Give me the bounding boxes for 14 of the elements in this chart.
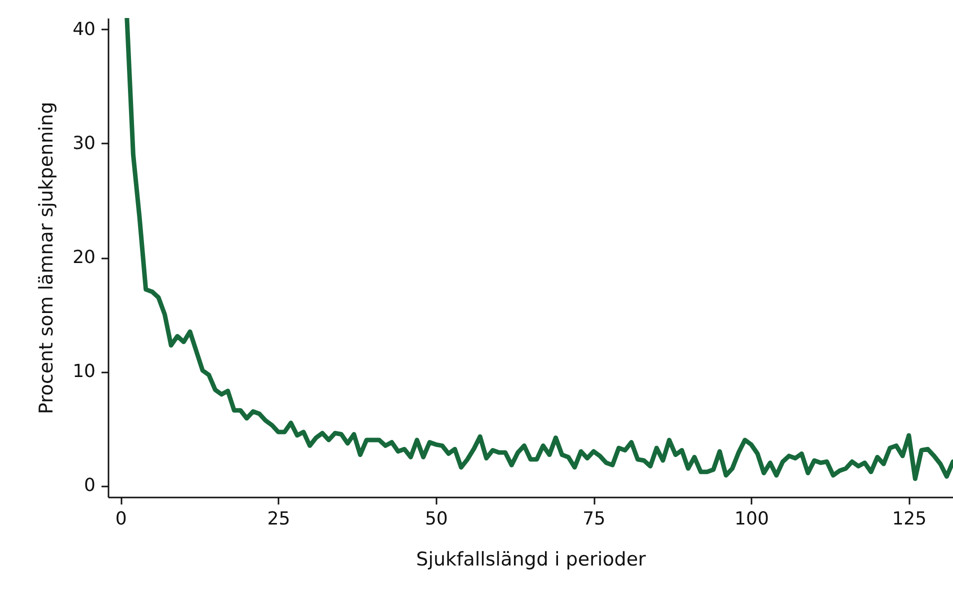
x-tick-label: 50 — [424, 508, 448, 530]
y-axis-title: Procent som lämnar sjukpenning — [36, 102, 58, 414]
x-axis-title: Sjukfallslängd i perioder — [416, 548, 646, 570]
y-tick-label: 10 — [72, 361, 96, 382]
y-tick-label: 20 — [72, 247, 96, 268]
y-tick-label: 30 — [72, 132, 96, 154]
line-series — [124, 18, 953, 481]
y-tick-label: 40 — [72, 18, 96, 40]
x-tick-label: 75 — [582, 508, 606, 530]
x-tick-label: 0 — [115, 508, 127, 530]
x-tick-label: 125 — [892, 508, 927, 530]
y-tick-label: 0 — [84, 475, 96, 496]
x-tick-label: 100 — [734, 508, 769, 530]
x-tick-label: 25 — [267, 508, 290, 530]
